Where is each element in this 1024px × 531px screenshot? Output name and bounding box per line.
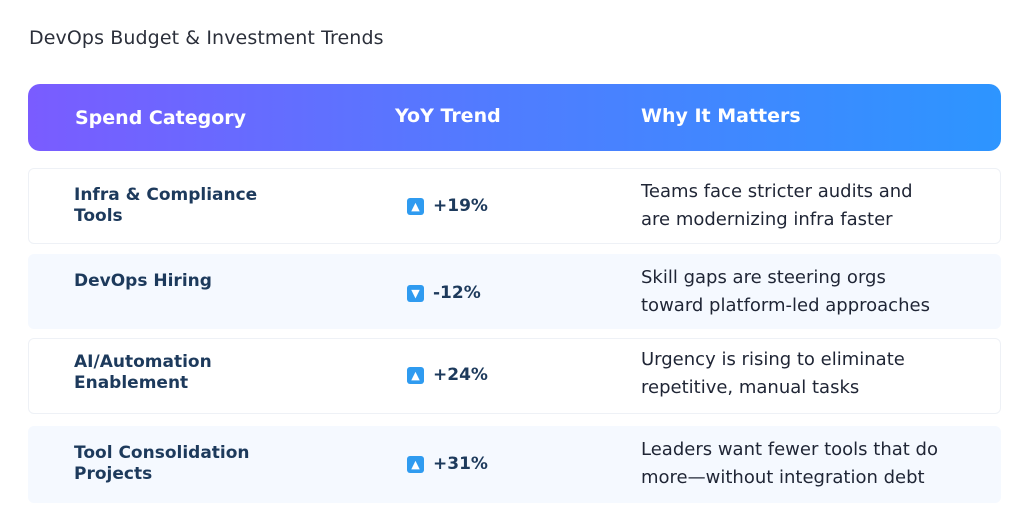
row-category: Infra & Compliance Tools	[74, 185, 284, 227]
table-row: DevOps Hiring ▼ -12% Skill gaps are stee…	[28, 254, 1001, 329]
row-trend: ▼ -12%	[407, 283, 481, 303]
page-title: DevOps Budget & Investment Trends	[29, 27, 384, 49]
trend-value: +31%	[433, 454, 488, 474]
arrow-up-icon: ▲	[407, 455, 424, 473]
row-why: Skill gaps are steering orgs toward plat…	[641, 264, 981, 320]
header-yoy-trend: YoY Trend	[395, 105, 501, 128]
table-row: AI/Automation Enablement ▲ +24% Urgency …	[28, 338, 1001, 414]
table-row: Tool Consolidation Projects ▲ +31% Leade…	[28, 426, 1001, 503]
category-line: AI/Automation	[74, 352, 212, 372]
trend-value: +19%	[433, 196, 488, 216]
arrow-up-icon: ▲	[407, 197, 424, 215]
why-line: are modernizing infra faster	[641, 209, 893, 230]
row-why: Leaders want fewer tools that do more—wi…	[641, 436, 981, 492]
trends-table: Spend Category YoY Trend Why It Matters …	[28, 84, 1001, 503]
trend-value: +24%	[433, 365, 488, 385]
category-line: Tool Consolidation	[74, 443, 250, 463]
table-header: Spend Category YoY Trend Why It Matters	[28, 84, 1001, 151]
row-why: Teams face stricter audits and are moder…	[641, 178, 981, 234]
why-line: Teams face stricter audits and	[641, 181, 913, 202]
trend-value: -12%	[433, 283, 481, 303]
why-line: more—without integration debt	[641, 467, 925, 488]
row-category: DevOps Hiring	[74, 271, 284, 292]
arrow-up-icon: ▲	[407, 366, 424, 384]
category-line: Tools	[74, 206, 123, 226]
row-why: Urgency is rising to eliminate repetitiv…	[641, 346, 981, 402]
category-line: Enablement	[74, 373, 189, 393]
category-line: Infra & Compliance	[74, 185, 258, 205]
category-line: Projects	[74, 464, 153, 484]
row-category: AI/Automation Enablement	[74, 352, 284, 394]
why-line: Urgency is rising to eliminate	[641, 349, 905, 370]
category-line: DevOps Hiring	[74, 271, 212, 291]
table-row: Infra & Compliance Tools ▲ +19% Teams fa…	[28, 168, 1001, 244]
row-trend: ▲ +24%	[407, 365, 488, 385]
row-category: Tool Consolidation Projects	[74, 443, 284, 485]
why-line: Leaders want fewer tools that do	[641, 439, 938, 460]
why-line: toward platform-led approaches	[641, 295, 930, 316]
row-trend: ▲ +31%	[407, 454, 488, 474]
why-line: repetitive, manual tasks	[641, 377, 860, 398]
arrow-down-icon: ▼	[407, 284, 424, 302]
header-why-it-matters: Why It Matters	[641, 105, 801, 128]
header-spend-category: Spend Category	[75, 106, 247, 129]
row-trend: ▲ +19%	[407, 196, 488, 216]
why-line: Skill gaps are steering orgs	[641, 267, 886, 288]
